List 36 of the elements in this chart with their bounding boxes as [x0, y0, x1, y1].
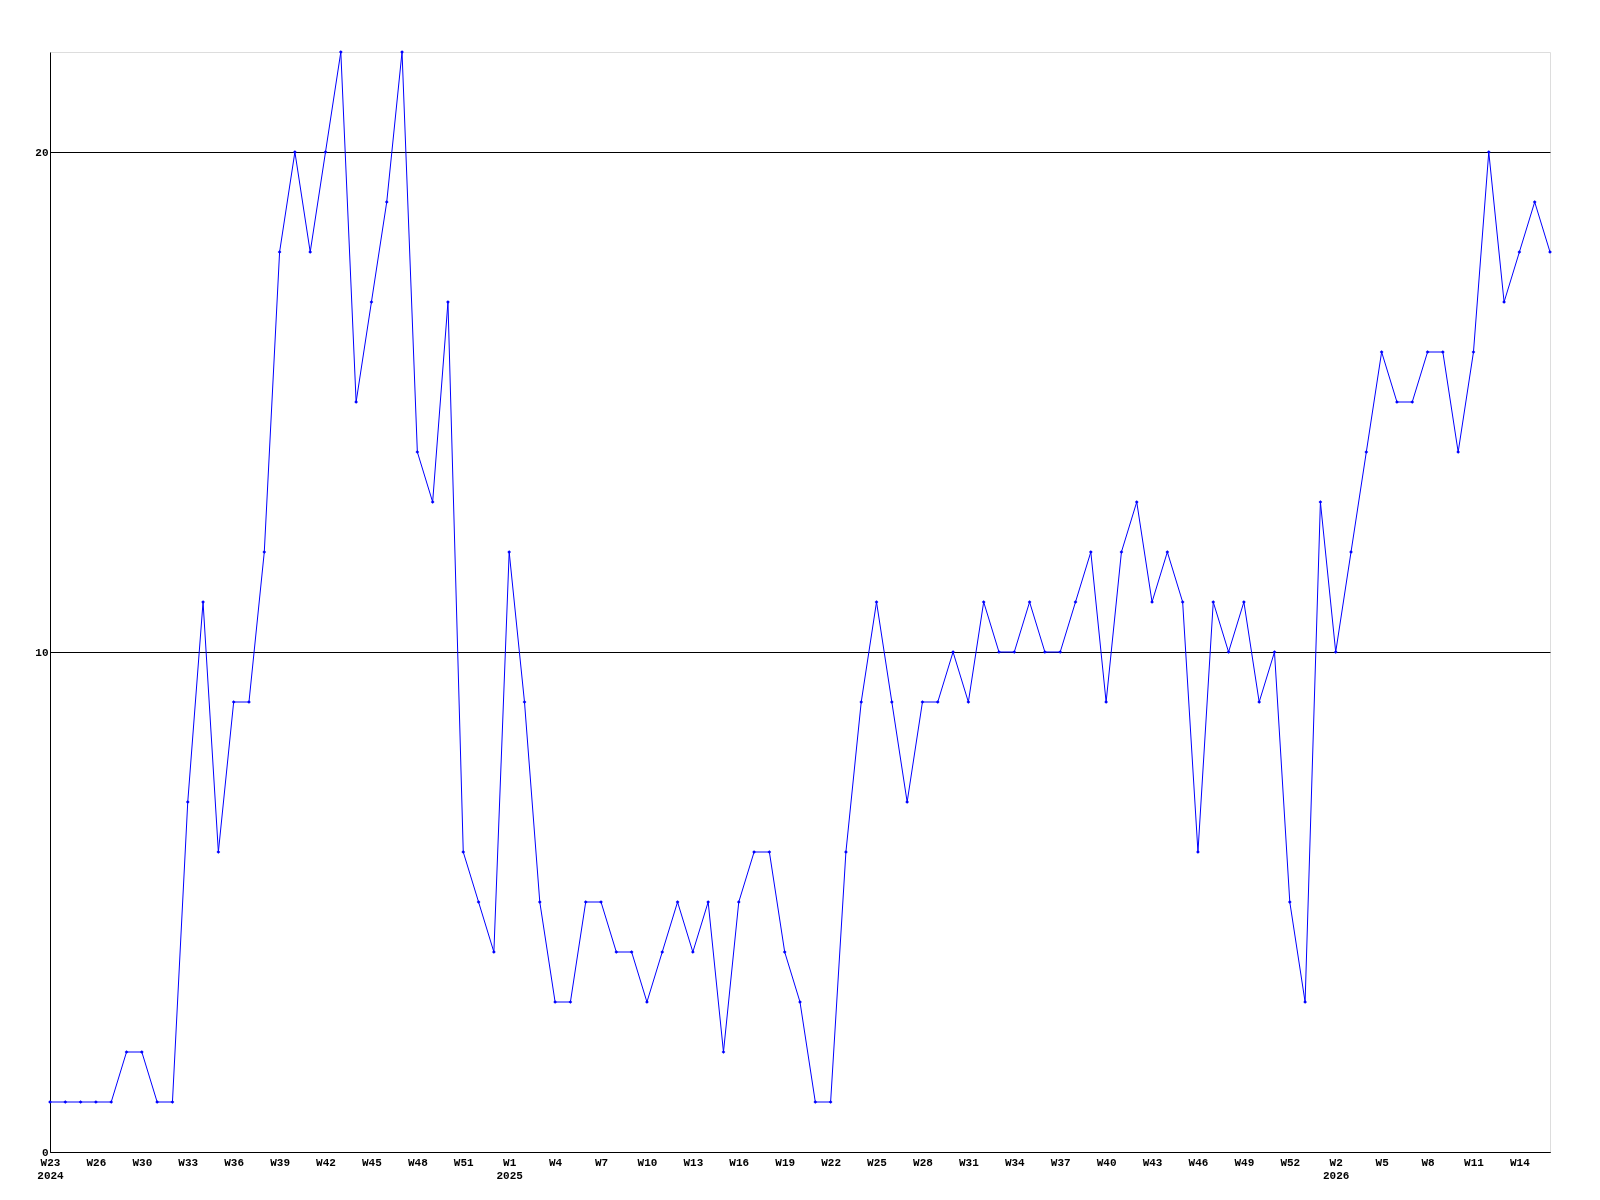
x-tick-label: W46 [1188, 1156, 1209, 1169]
y-tick-label: 10 [35, 646, 49, 659]
x-tick-label: W19 [775, 1156, 796, 1169]
x-tick-label: W49 [1234, 1156, 1255, 1169]
x-tick-label: W33 [178, 1156, 199, 1169]
x-tick-label: W16 [729, 1156, 750, 1169]
x-tick-label: W34 [1004, 1156, 1026, 1169]
x-tick-label: W48 [407, 1156, 429, 1169]
x-tick-label: W52 [1280, 1156, 1301, 1169]
x-tick-label: W14 [1509, 1156, 1531, 1169]
x-tick-label: W13 [683, 1156, 704, 1169]
x-tick-label: W31 [958, 1156, 980, 1169]
x-tick-label: W11 [1464, 1156, 1485, 1169]
x-tick-label: W45 [362, 1156, 383, 1169]
x-tick-label: W40 [1096, 1156, 1117, 1169]
x-tick-label: W8 [1421, 1156, 1436, 1169]
y-tick-label: 0 [41, 1146, 49, 1159]
x-tick-label: W23 2024 [37, 1156, 65, 1182]
x-tick-label: W51 [453, 1156, 475, 1169]
x-tick-label: W39 [270, 1156, 290, 1169]
x-tick-label: W28 [913, 1156, 934, 1169]
x-tick-label: W22 [821, 1156, 842, 1169]
x-tick-label: W26 [86, 1156, 107, 1169]
x-tick-label: W5 [1375, 1156, 1390, 1169]
x-tick-label: W2 2026 [1323, 1156, 1350, 1182]
y-tick-label: 20 [35, 146, 49, 159]
x-tick-label: W30 [132, 1156, 153, 1169]
x-tick-label: W4 [549, 1156, 563, 1169]
x-tick-label: W42 [316, 1156, 336, 1169]
x-tick-label: W7 [594, 1156, 609, 1169]
x-tick-label: W36 [224, 1156, 245, 1169]
x-tick-label: W10 [637, 1156, 658, 1169]
x-tick-label: W25 [867, 1156, 888, 1169]
x-tick-label: W37 [1050, 1156, 1071, 1169]
x-tick-label: W1 2025 [496, 1156, 524, 1182]
x-tick-label: W43 [1142, 1156, 1163, 1169]
